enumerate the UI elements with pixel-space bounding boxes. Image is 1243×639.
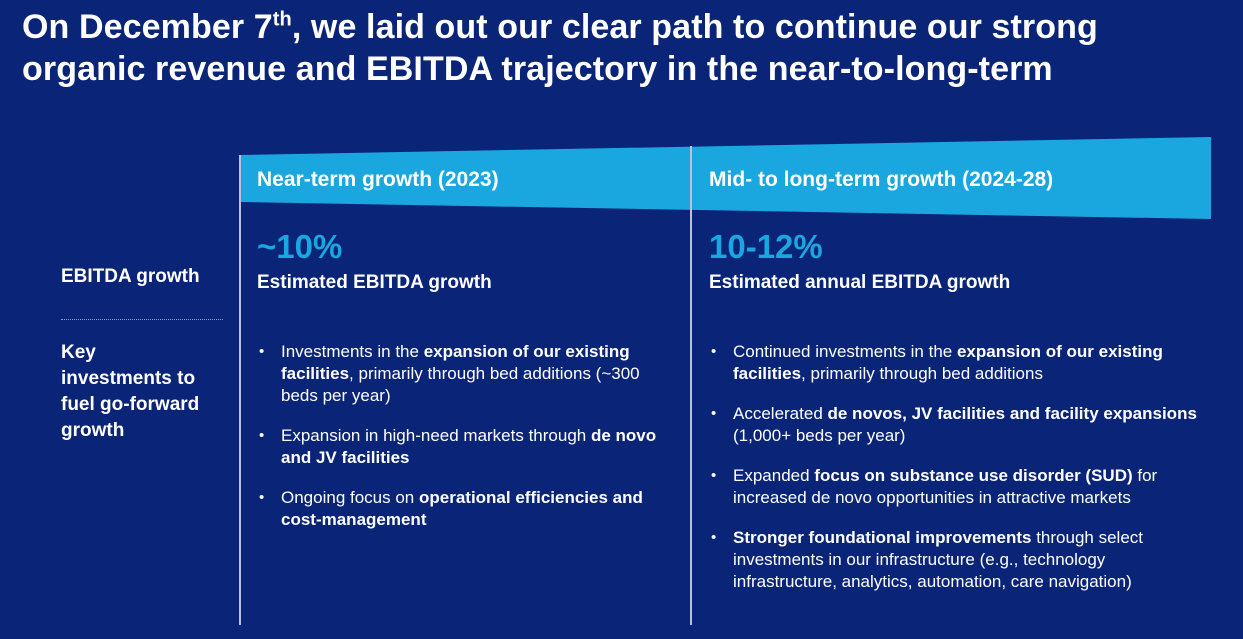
bullet-item: • Stronger foundational improvements thro… xyxy=(709,527,1209,593)
near-term-ebitda-value: ~10% xyxy=(257,228,343,265)
header-banner xyxy=(241,137,1211,219)
long-term-ebitda-value: 10-12% xyxy=(709,228,823,265)
bullet-dot-icon: • xyxy=(259,489,265,506)
bullet-text-bold: operational efficiencies and cost-manage… xyxy=(281,488,643,529)
bullet-item: • Investments in the expansion of our exi… xyxy=(257,341,677,407)
slide-title: On December 7th, we laid out our clear p… xyxy=(22,6,1222,90)
bullet-text-bold: focus on substance use disorder (SUD) xyxy=(814,466,1133,485)
long-term-header: Mid- to long-term growth (2024-28) xyxy=(709,168,1054,191)
near-term-investments-list: • Investments in the expansion of our exi… xyxy=(257,341,677,549)
key-investments-label-line: Key xyxy=(61,342,96,363)
bullet-item: • Ongoing focus on operational efficienci… xyxy=(257,487,677,531)
long-term-ebitda-caption: Estimated annual EBITDA growth xyxy=(709,272,1011,293)
title-line1-start: On December 7 xyxy=(22,8,273,46)
bullet-text: for increased de novo opportunities in a… xyxy=(733,466,1158,507)
bullet-dot-icon: • xyxy=(259,343,265,360)
header-banner-shape xyxy=(241,137,1211,219)
bullet-text-bold: expansion of our existing facilities xyxy=(281,342,630,383)
title-line2: organic revenue and EBITDA trajectory in… xyxy=(22,50,1053,88)
key-investments-label: Key investments to fuel go-forward growt… xyxy=(61,340,199,444)
bullet-text-bold: de novos, JV facilities and facility exp… xyxy=(827,404,1197,423)
row-divider xyxy=(61,319,223,320)
bullet-item: • Continued investments in the expansion … xyxy=(709,341,1209,385)
bullet-item: • Expansion in high-need markets through … xyxy=(257,425,677,469)
near-term-ebitda-caption: Estimated EBITDA growth xyxy=(257,272,492,293)
bullet-text: Ongoing focus on xyxy=(281,488,419,507)
near-term-header: Near-term growth (2023) xyxy=(257,168,499,191)
bullet-item: • Accelerated de novos, JV facilities and… xyxy=(709,403,1209,447)
bullet-text-bold: expansion of our existing facilities xyxy=(733,342,1163,383)
bullet-text-bold: de novo and JV facilities xyxy=(281,426,657,467)
middle-column-divider xyxy=(690,146,692,625)
bullet-dot-icon: • xyxy=(259,427,265,444)
left-column-divider xyxy=(239,155,241,625)
bullet-text: , primarily through bed additions xyxy=(801,364,1043,383)
bullet-text: , primarily through bed additions (~300 … xyxy=(281,364,640,405)
bullet-text: Expanded xyxy=(733,466,815,485)
bullet-text: (1,000+ beds per year) xyxy=(733,426,906,445)
title-ordinal-suffix: th xyxy=(272,8,292,31)
bullet-item: • Expanded focus on substance use disorde… xyxy=(709,465,1209,509)
bullet-dot-icon: • xyxy=(711,343,717,360)
bullet-text: Continued investments in the xyxy=(733,342,957,361)
key-investments-label-line: fuel go-forward xyxy=(61,394,200,415)
title-line1-end: , we laid out our clear path to continue… xyxy=(291,8,1098,46)
bullet-dot-icon: • xyxy=(711,467,717,484)
bullet-dot-icon: • xyxy=(711,529,717,546)
bullet-text: Accelerated xyxy=(733,404,828,423)
bullet-text: through select investments in our infras… xyxy=(733,528,1143,591)
long-term-investments-list: • Continued investments in the expansion … xyxy=(709,341,1209,611)
bullet-text: Expansion in high-need markets through xyxy=(281,426,591,445)
bullet-dot-icon: • xyxy=(711,405,717,422)
bullet-text-bold: Stronger foundational improvements xyxy=(733,528,1032,547)
bullet-text: Investments in the xyxy=(281,342,424,361)
ebitda-growth-label: EBITDA growth xyxy=(61,266,200,287)
key-investments-label-line: investments to xyxy=(61,368,196,389)
key-investments-label-line: growth xyxy=(61,420,125,441)
